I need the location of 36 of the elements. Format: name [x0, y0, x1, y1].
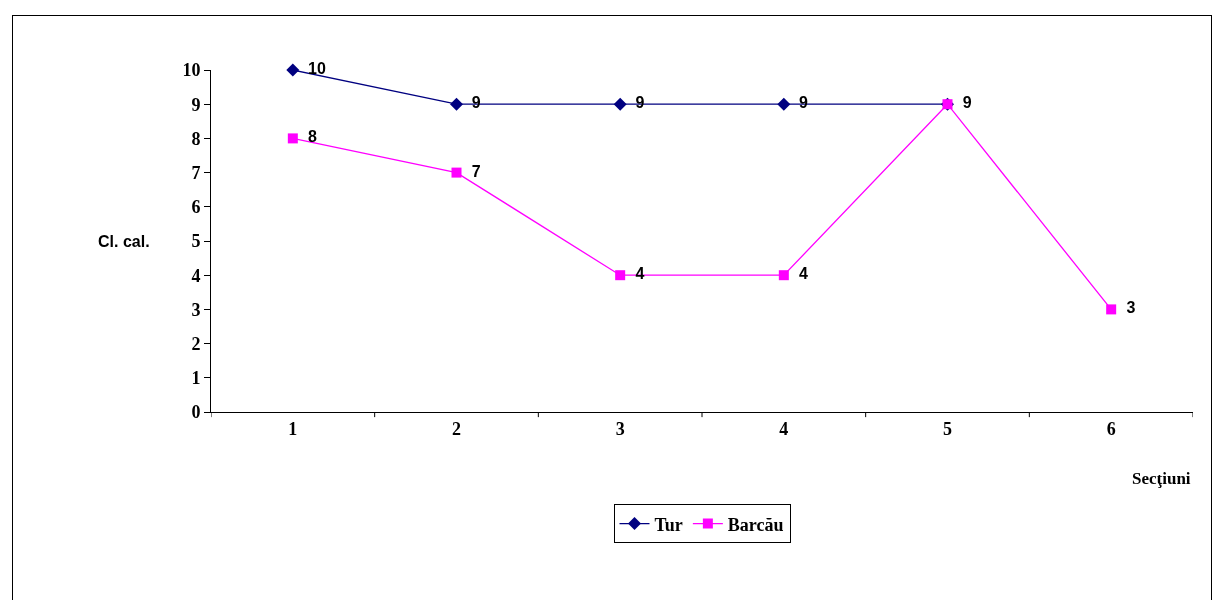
x-tick-label: 2 [452, 418, 461, 439]
data-label: 9 [954, 94, 972, 112]
y-tick-label: 1 [191, 368, 201, 389]
y-tick-label: 8 [191, 128, 201, 149]
y-tick-label: 5 [191, 231, 201, 252]
y-tick-label: 0 [191, 402, 201, 423]
data-label: 4 [791, 265, 809, 283]
x-tick-label: 3 [615, 418, 625, 439]
y-tick-label: 2 [191, 333, 201, 354]
legend-label: Tur [654, 514, 683, 535]
point [451, 167, 462, 178]
y-tick-label: 10 [182, 60, 201, 81]
y-tick-label: 3 [191, 299, 201, 320]
point [613, 97, 627, 111]
y-tick-label: 9 [191, 94, 201, 115]
legend-label: Barcău [727, 514, 784, 535]
point [615, 270, 626, 281]
y-tick-label: 4 [191, 265, 201, 286]
x-tick-label: 4 [779, 418, 789, 439]
point [450, 97, 463, 111]
point [287, 133, 298, 144]
point [286, 63, 300, 77]
y-tick-label: 7 [191, 162, 201, 183]
y-tick-label: 6 [191, 197, 201, 218]
x-tick-label: 6 [1106, 418, 1116, 439]
point [777, 97, 791, 111]
x-axis-title: Secţiuni [1132, 469, 1191, 488]
data-label: 7 [463, 162, 481, 180]
x-tick-label: 1 [288, 418, 298, 439]
x-tick-label: 5 [943, 418, 952, 439]
data-label: 10 [300, 60, 326, 77]
data-label: 8 [300, 128, 318, 146]
point [1106, 304, 1117, 315]
data-label: 3 [1118, 299, 1136, 317]
point [778, 270, 789, 281]
y-axis-title: Cl. cal. [98, 233, 150, 250]
